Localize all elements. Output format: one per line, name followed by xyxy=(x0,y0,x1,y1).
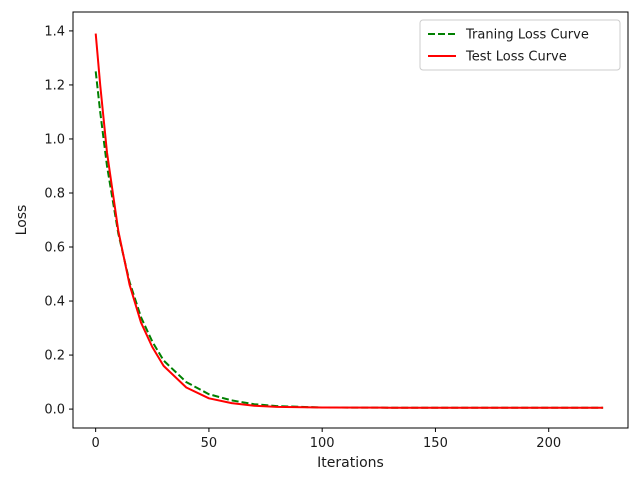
legend-label-training: Traning Loss Curve xyxy=(465,28,589,43)
legend-label-test: Test Loss Curve xyxy=(465,50,567,65)
x-axis-label: Iterations xyxy=(317,455,384,471)
y-tick-label: 0.0 xyxy=(44,403,65,418)
y-tick-label: 1.2 xyxy=(44,78,65,93)
y-tick-label: 1.4 xyxy=(44,24,65,39)
y-tick-label: 0.4 xyxy=(44,295,65,310)
y-axis-ticks: 0.0 0.2 0.4 0.6 0.8 1.0 1.2 1.4 xyxy=(44,24,73,418)
x-tick-label: 100 xyxy=(310,436,335,451)
x-tick-label: 150 xyxy=(423,436,448,451)
y-tick-label: 0.6 xyxy=(44,241,65,256)
x-axis-ticks: 0 50 100 150 200 xyxy=(92,428,561,451)
x-tick-label: 50 xyxy=(201,436,218,451)
series-layer xyxy=(94,33,604,409)
x-tick-label: 200 xyxy=(536,436,561,451)
test-loss-line xyxy=(94,33,604,409)
legend: Traning Loss Curve Test Loss Curve xyxy=(419,19,621,71)
y-tick-label: 0.2 xyxy=(44,349,65,364)
y-axis-label: Loss xyxy=(14,205,30,236)
y-tick-label: 1.0 xyxy=(44,132,65,147)
plot-area-frame xyxy=(72,11,629,429)
x-tick-label: 0 xyxy=(92,436,100,451)
y-tick-label: 0.8 xyxy=(44,186,65,201)
legend-box xyxy=(419,19,621,71)
